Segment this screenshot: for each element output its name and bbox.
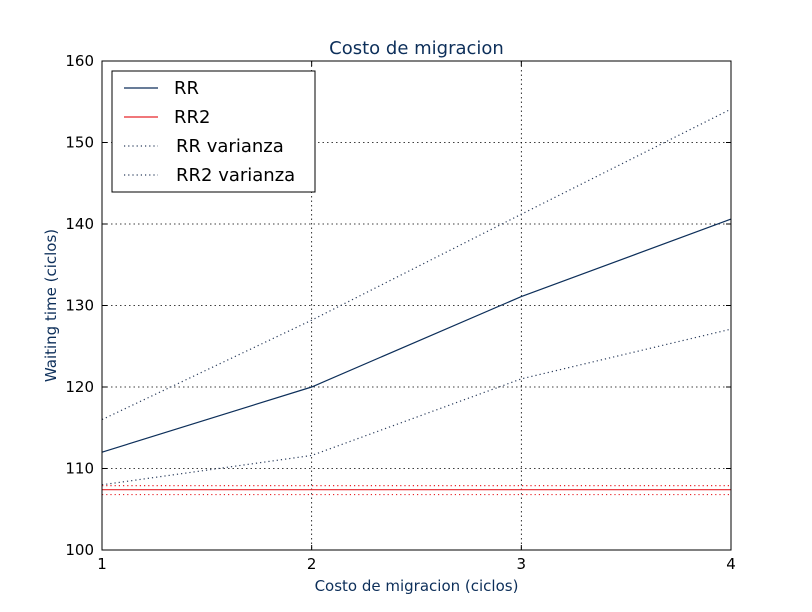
x-tick-label: 3 <box>517 555 527 573</box>
series-line-rr-varianza-upper <box>101 108 732 421</box>
y-tick-label: 130 <box>65 297 94 315</box>
x-tick-label: 1 <box>97 555 107 573</box>
y-tick-label: 100 <box>65 541 94 559</box>
legend-box <box>111 70 316 193</box>
x-axis-label: Costo de migracion (ciclos) <box>315 577 519 595</box>
series-line-rr <box>101 218 732 453</box>
x-tick-label: 4 <box>726 555 736 573</box>
y-tick-label: 150 <box>65 134 94 152</box>
legend: RR RR2 RR varianza RR2 varianza <box>111 70 316 193</box>
x-tick-label: 2 <box>307 555 317 573</box>
y-tick-label: 140 <box>65 215 94 233</box>
ticks: 1 2 3 4 100 110 120 130 140 150 160 <box>65 52 735 573</box>
y-tick-label: 160 <box>65 52 94 70</box>
legend-label-rr2: RR2 <box>174 107 210 128</box>
series-line-rr-varianza-lower <box>101 328 732 486</box>
chart-title: Costo de migracion <box>329 38 504 59</box>
legend-label-rr: RR <box>174 78 199 99</box>
legend-label-rr-varianza: RR varianza <box>176 136 284 157</box>
y-tick-label: 110 <box>65 460 94 478</box>
y-axis-label: Waiting time (ciclos) <box>42 229 60 382</box>
series-lines <box>101 108 732 496</box>
y-tick-label: 120 <box>65 378 94 396</box>
legend-label-rr2-varianza: RR2 varianza <box>176 165 295 186</box>
